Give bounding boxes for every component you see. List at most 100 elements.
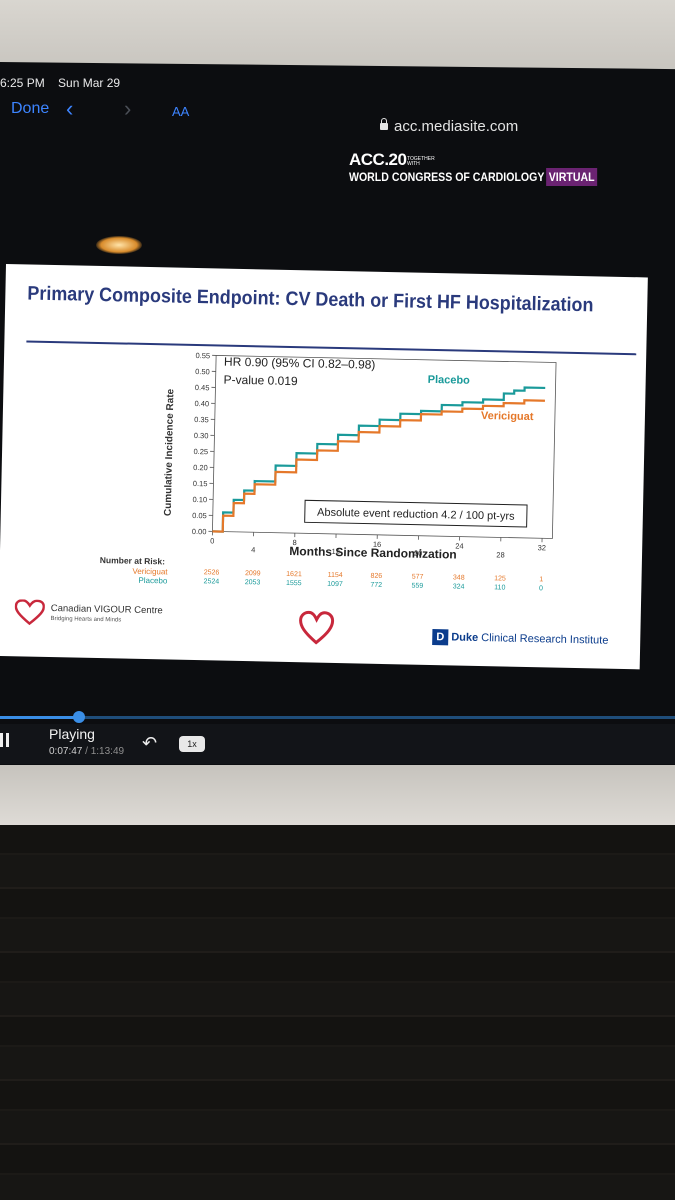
time-separator: / bbox=[82, 746, 91, 757]
done-button[interactable]: Done bbox=[11, 100, 50, 117]
x-tick-label: 28 bbox=[496, 550, 505, 559]
risk-value: 2053 bbox=[244, 579, 261, 587]
lock-icon bbox=[380, 118, 388, 130]
legend-vericiguat: Vericiguat bbox=[481, 410, 534, 423]
banner-virtual: VIRTUAL bbox=[546, 168, 598, 186]
y-tick-label: 0.45 bbox=[195, 383, 210, 392]
y-tick-label: 0.05 bbox=[192, 511, 207, 520]
y-tick-label: 0.55 bbox=[195, 351, 210, 360]
risk-value: 1555 bbox=[285, 579, 302, 588]
banner-wcc-text: WORLD CONGRESS OF CARDIOLOGY bbox=[349, 170, 545, 184]
risk-value: 2526 bbox=[203, 569, 220, 577]
progress-scrubber[interactable] bbox=[73, 711, 85, 723]
ceiling-light-reflection bbox=[96, 236, 142, 254]
status-bar: 6:25 PM Sun Mar 29 bbox=[0, 76, 130, 90]
playback-time: 0:07:47 / 1:13:49 bbox=[49, 746, 124, 757]
playback-state: Playing bbox=[49, 726, 95, 742]
risk-value: 110 bbox=[494, 584, 506, 592]
legend-placebo: Placebo bbox=[428, 374, 471, 387]
heart-logo-icon bbox=[299, 610, 335, 645]
progress-fill bbox=[0, 716, 79, 719]
risk-value: 559 bbox=[411, 582, 424, 590]
risk-value: 0 bbox=[538, 585, 544, 593]
y-tick-label: 0.10 bbox=[192, 495, 207, 504]
risk-value: 577 bbox=[411, 573, 424, 581]
risk-row-label: Placebo bbox=[138, 575, 168, 586]
current-time: 0:07:47 bbox=[49, 746, 83, 757]
x-tick-label: 4 bbox=[251, 545, 255, 554]
cvc-name: Canadian VIGOUR Centre bbox=[50, 603, 163, 617]
y-tick-label: 0.30 bbox=[194, 431, 209, 440]
text-size-button[interactable]: AA bbox=[172, 104, 190, 119]
heart-icon bbox=[14, 599, 46, 626]
risk-value: 324 bbox=[452, 583, 465, 591]
status-date: Sun Mar 29 bbox=[58, 76, 121, 90]
banner-wcc: WORLD CONGRESS OF CARDIOLOGY VIRTUAL bbox=[349, 168, 598, 186]
series-line-placebo bbox=[212, 386, 546, 533]
risk-value: 1154 bbox=[327, 571, 343, 580]
y-tick-label: 0.20 bbox=[193, 463, 208, 472]
player-controls bbox=[0, 724, 675, 764]
chart-curves bbox=[212, 386, 546, 533]
chevron-left-icon[interactable]: ‹ bbox=[66, 96, 74, 121]
y-tick-label: 0.15 bbox=[193, 479, 208, 488]
risk-value: 826 bbox=[370, 572, 383, 580]
risk-value: 772 bbox=[370, 581, 383, 589]
x-tick-label: 20 bbox=[414, 549, 423, 558]
duke-mark: D bbox=[432, 628, 449, 646]
number-at-risk-header: Number at Risk: bbox=[99, 555, 166, 567]
duke-name-bold: Duke bbox=[451, 631, 479, 644]
browser-toolbar: Done ‹ › AA acc.mediasite.com bbox=[0, 96, 675, 136]
plot-frame bbox=[212, 355, 557, 539]
x-tick-label: 24 bbox=[455, 541, 464, 550]
x-tick-label: 32 bbox=[538, 543, 547, 552]
duration: 1:13:49 bbox=[90, 746, 125, 757]
pause-icon[interactable] bbox=[0, 733, 10, 747]
y-tick-label: 0.40 bbox=[194, 399, 209, 408]
risk-value: 1 bbox=[539, 576, 544, 584]
y-tick-label: 0.35 bbox=[194, 415, 209, 424]
series-line-vericiguat bbox=[212, 399, 545, 533]
floor-background bbox=[0, 825, 675, 1200]
duke-name: Duke Clinical Research Institute bbox=[451, 631, 608, 646]
kaplan-meier-chart: 0.00 0.05 0.10 0.15 0.20 0.25 0.30 0.35 0.40 0.45… bbox=[163, 351, 557, 562]
banner-together: TOGETHER WITH bbox=[407, 156, 435, 167]
x-tick-label: 16 bbox=[373, 540, 382, 549]
risk-value: 348 bbox=[452, 574, 465, 582]
risk-value: 1621 bbox=[286, 570, 302, 579]
canadian-vigour-logo: Canadian VIGOUR Centre Bridging Hearts a… bbox=[14, 599, 163, 631]
risk-value: 2524 bbox=[203, 578, 220, 586]
reduction-box bbox=[304, 499, 528, 528]
duke-name-rest: Clinical Research Institute bbox=[478, 631, 609, 647]
playback-speed-button[interactable]: 1x bbox=[179, 736, 205, 752]
background-wall bbox=[0, 0, 675, 70]
risk-value: 2099 bbox=[244, 570, 261, 578]
y-tick-label: 0.00 bbox=[192, 527, 207, 536]
x-tick-label: 0 bbox=[210, 536, 214, 545]
x-tick-label: 12 bbox=[331, 547, 340, 556]
banner-acc: ACC.20 bbox=[349, 150, 407, 169]
y-tick-label: 0.25 bbox=[193, 447, 208, 456]
hazard-ratio-text: HR 0.90 (95% CI 0.82–0.98) bbox=[224, 355, 376, 372]
progress-track[interactable] bbox=[0, 716, 675, 719]
status-time: 6:25 PM bbox=[0, 76, 45, 90]
risk-value: 125 bbox=[494, 575, 506, 583]
y-tick-label: 0.50 bbox=[195, 367, 210, 376]
x-axis-label: Months Since Randomization bbox=[289, 544, 457, 562]
reduction-text: Absolute event reduction 4.2 / 100 pt-yr… bbox=[317, 507, 515, 523]
tablet-bezel bbox=[0, 765, 675, 825]
rewind-icon[interactable]: ↶ bbox=[142, 733, 158, 753]
slide-title: Primary Composite Endpoint: CV Death or … bbox=[27, 282, 594, 317]
address-bar[interactable]: acc.mediasite.com bbox=[380, 118, 518, 135]
risk-value: 1097 bbox=[327, 580, 343, 589]
conference-banner: ACC.20 TOGETHER WITH WORLD CONGRESS OF C… bbox=[349, 150, 631, 186]
x-tick-label: 8 bbox=[292, 538, 296, 547]
chevron-right-icon[interactable]: › bbox=[124, 96, 132, 121]
cvc-tagline: Bridging Hearts and Minds bbox=[50, 616, 122, 624]
duke-logo: D Duke Clinical Research Institute bbox=[432, 628, 609, 650]
p-value-text: P-value 0.019 bbox=[223, 373, 298, 389]
presentation-slide: Primary Composite Endpoint: CV Death or … bbox=[0, 264, 648, 670]
url-text: acc.mediasite.com bbox=[394, 118, 519, 135]
y-axis-label: Cumulative Incidence Rate bbox=[163, 388, 177, 516]
y-axis: 0.00 0.05 0.10 0.15 0.20 0.25 0.30 0.35 0.40 0.45… bbox=[192, 351, 557, 539]
